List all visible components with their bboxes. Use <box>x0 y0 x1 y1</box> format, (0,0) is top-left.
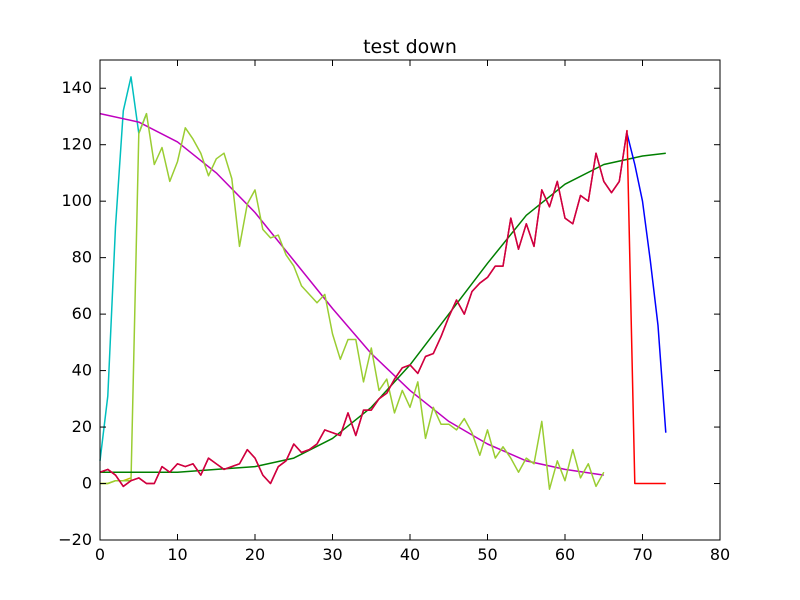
series-line-4 <box>100 112 605 490</box>
y-tick-label: 140 <box>61 78 92 97</box>
x-tick-label: 50 <box>477 545 497 564</box>
x-tick-label: 40 <box>400 545 420 564</box>
plot-frame <box>99 59 721 541</box>
series-line-6 <box>626 133 667 433</box>
y-tick-label: 0 <box>82 474 92 493</box>
x-tick-label: 20 <box>245 545 265 564</box>
y-tick-label: 60 <box>72 304 92 323</box>
series-layer <box>99 76 667 490</box>
y-tick-label: 20 <box>72 417 92 436</box>
series-line-8 <box>99 130 628 488</box>
y-tick-label: 80 <box>72 248 92 267</box>
series-line-3 <box>99 112 604 476</box>
x-tick-label: 10 <box>167 545 187 564</box>
x-tick-label: 30 <box>322 545 342 564</box>
y-tick-label: −20 <box>58 530 92 549</box>
x-tick-label: 70 <box>632 545 652 564</box>
chart-title: test down <box>363 36 457 58</box>
y-tick-label: 120 <box>61 135 92 154</box>
y-tick-label: 100 <box>61 191 92 210</box>
y-tick-label: 40 <box>72 361 92 380</box>
x-tick-label: 80 <box>710 545 730 564</box>
x-tick-label: 60 <box>555 545 575 564</box>
x-tick-label: 0 <box>95 545 105 564</box>
